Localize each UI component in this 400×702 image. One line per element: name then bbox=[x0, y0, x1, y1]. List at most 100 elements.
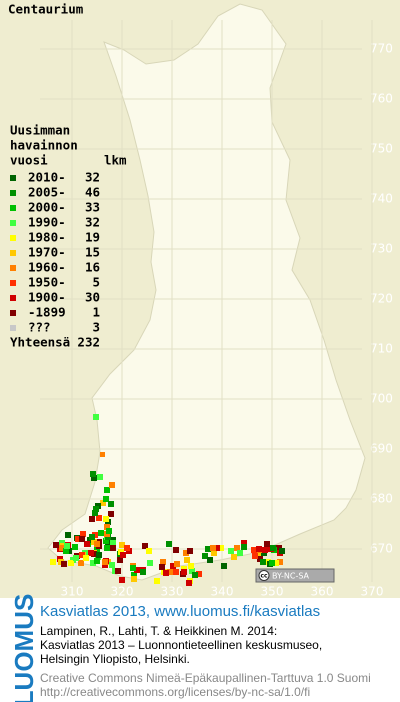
legend-total: 232 bbox=[77, 335, 100, 350]
observation-square bbox=[115, 568, 121, 574]
observation-square bbox=[131, 576, 137, 582]
observation-square bbox=[188, 563, 194, 569]
observation-square bbox=[252, 553, 258, 559]
x-tick-label: 340 bbox=[211, 585, 234, 599]
legend-label: 1970- bbox=[28, 245, 66, 260]
legend-swatch bbox=[10, 190, 16, 196]
x-tick-label: 320 bbox=[111, 585, 134, 599]
legend-label: 1980- bbox=[28, 230, 66, 245]
observation-square bbox=[110, 540, 116, 546]
observation-square bbox=[146, 548, 152, 554]
observation-square bbox=[100, 452, 105, 457]
observation-square bbox=[130, 565, 136, 571]
y-tick-label: 750 bbox=[370, 142, 393, 156]
observations bbox=[50, 414, 285, 586]
observation-square bbox=[94, 558, 100, 564]
observation-square bbox=[166, 541, 172, 547]
observation-square bbox=[218, 545, 224, 551]
legend-heading: vuosi bbox=[10, 153, 48, 168]
observation-square bbox=[163, 570, 169, 576]
observation-square bbox=[241, 544, 247, 550]
observation-square bbox=[119, 577, 125, 583]
observation-square bbox=[104, 524, 110, 530]
observation-square bbox=[184, 557, 190, 563]
y-tick-label: 670 bbox=[370, 542, 393, 556]
footer-background bbox=[0, 598, 400, 702]
legend-total-label: Yhteensä bbox=[10, 335, 70, 350]
observation-square bbox=[53, 542, 59, 548]
cc-icon-text: cc bbox=[260, 573, 268, 580]
legend-label: 2000- bbox=[28, 200, 66, 215]
grid-overlay bbox=[40, 20, 373, 582]
observation-square bbox=[124, 545, 130, 551]
observation-square bbox=[119, 542, 125, 548]
observation-square bbox=[207, 557, 213, 563]
x-tick-label: 310 bbox=[61, 585, 84, 599]
observation-square bbox=[102, 559, 108, 565]
observation-square bbox=[183, 550, 189, 556]
citation: Kasviatlas 2013 – Luonnontieteellinen ke… bbox=[40, 638, 322, 652]
observation-square bbox=[214, 545, 220, 551]
observation-square bbox=[270, 545, 276, 551]
observation-square bbox=[260, 559, 266, 565]
observation-square bbox=[91, 475, 97, 481]
observation-square bbox=[192, 572, 198, 578]
observation-square bbox=[189, 568, 195, 574]
title: Centaurium bbox=[8, 2, 84, 17]
observation-square bbox=[80, 531, 86, 537]
legend-swatch bbox=[10, 250, 16, 256]
legend-heading: havainnon bbox=[10, 138, 78, 153]
finland-outline bbox=[47, 3, 366, 581]
legend-count: 19 bbox=[85, 230, 100, 245]
observation-square bbox=[92, 510, 98, 516]
observation-square bbox=[269, 560, 275, 566]
observation-square bbox=[170, 563, 176, 569]
y-tick-label: 690 bbox=[370, 442, 393, 456]
observation-square bbox=[59, 545, 65, 551]
y-tick-label: 680 bbox=[370, 492, 393, 506]
observation-square bbox=[100, 500, 106, 506]
license-badge-text: BY-NC-SA bbox=[272, 572, 310, 581]
observation-square bbox=[73, 555, 79, 561]
legend-heading: Uusimman bbox=[10, 123, 70, 138]
legend-swatch bbox=[10, 280, 16, 286]
brand: LUOMUS bbox=[9, 594, 39, 702]
observation-square bbox=[237, 550, 243, 556]
observation-square bbox=[103, 538, 109, 544]
y-tick-label: 770 bbox=[370, 42, 393, 56]
observation-square bbox=[256, 552, 262, 558]
observation-square bbox=[174, 561, 180, 567]
observation-square bbox=[147, 560, 153, 566]
legend-count: 3 bbox=[92, 320, 100, 335]
observation-square bbox=[277, 559, 283, 565]
headline: Kasviatlas 2013, www.luomus.fi/kasviatla… bbox=[40, 603, 320, 620]
legend-label: -1899 bbox=[28, 305, 66, 320]
legend-label: 2010- bbox=[28, 170, 66, 185]
legend-swatch bbox=[10, 235, 16, 241]
observation-square bbox=[196, 571, 202, 577]
observation-square bbox=[90, 471, 96, 477]
observation-square bbox=[131, 572, 137, 578]
legend-swatch bbox=[10, 220, 16, 226]
observation-square bbox=[78, 560, 84, 566]
observation-square bbox=[142, 543, 148, 549]
observation-square bbox=[109, 562, 115, 568]
observation-square bbox=[84, 541, 90, 547]
citation: Helsingin Yliopisto, Helsinki. bbox=[40, 652, 190, 666]
observation-square bbox=[187, 548, 193, 554]
observation-square bbox=[228, 548, 234, 554]
observation-square bbox=[103, 516, 109, 522]
y-tick-label: 720 bbox=[370, 292, 393, 306]
license-url: http://creativecommons.org/licenses/by-n… bbox=[40, 685, 310, 699]
observation-square bbox=[68, 560, 74, 566]
legend-swatch bbox=[10, 325, 16, 331]
observation-square bbox=[120, 552, 126, 558]
legend-count: 46 bbox=[85, 185, 100, 200]
license-text: Creative Commons Nimeä-Epäkaupallinen-Ta… bbox=[40, 671, 371, 685]
y-tick-label: 710 bbox=[370, 342, 393, 356]
observation-square bbox=[108, 511, 114, 517]
x-tick-label: 360 bbox=[311, 585, 334, 599]
legend-count: 16 bbox=[85, 260, 100, 275]
cc-icon bbox=[258, 570, 270, 581]
